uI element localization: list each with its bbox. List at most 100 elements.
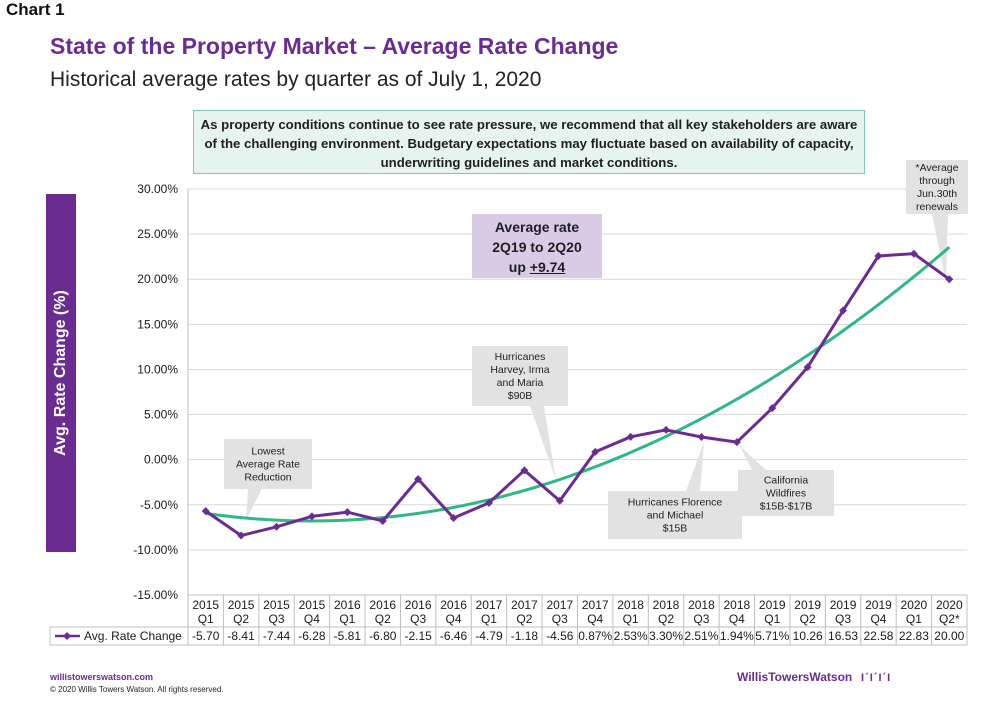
x-tick-quarter: Q1	[906, 612, 922, 626]
data-label: -6.80	[369, 629, 397, 643]
data-label: 10.26	[793, 629, 823, 643]
data-table: 2015Q1-5.702015Q2-8.412015Q3-7.442015Q4-…	[49, 594, 968, 646]
data-label: 20.00	[934, 629, 964, 643]
data-label: -5.70	[192, 629, 220, 643]
data-point	[555, 496, 564, 505]
x-tick-year: 2019	[865, 598, 892, 612]
x-tick-quarter: Q3	[269, 612, 285, 626]
avg-box-prefix: up	[508, 259, 530, 275]
data-label: 1.94%	[720, 629, 754, 643]
x-tick-quarter: Q4	[446, 612, 462, 626]
callout-pointer	[686, 442, 704, 491]
data-label: -6.46	[440, 629, 468, 643]
data-label: -4.79	[475, 629, 503, 643]
data-label: 2.51%	[684, 629, 718, 643]
x-tick-quarter: Q3	[410, 612, 426, 626]
footer-copyright: © 2020 Willis Towers Watson. All rights …	[50, 685, 224, 694]
footer-url[interactable]: willistowerswatson.com	[50, 672, 154, 682]
y-tick-label: -10.00%	[133, 543, 178, 557]
x-tick-quarter: Q2	[375, 612, 391, 626]
logo-mark-icon: I´I´I´I	[861, 672, 892, 684]
data-point	[839, 306, 848, 315]
callout-line: Reduction	[244, 472, 291, 484]
x-tick-year: 2018	[653, 598, 680, 612]
callout-line: Hurricanes	[495, 351, 546, 363]
y-tick-label: 10.00%	[137, 362, 178, 376]
x-tick-quarter: Q4	[587, 612, 603, 626]
avg-box-line1: Average rate	[494, 219, 580, 235]
data-point	[378, 517, 387, 526]
x-tick-quarter: Q3	[552, 612, 568, 626]
callout-line: Wildfires	[766, 488, 806, 500]
avg-box-line2: 2Q19 to 2Q20	[492, 239, 582, 255]
avg-box-value: +9.74	[529, 259, 566, 275]
legend-marker	[63, 632, 71, 640]
x-tick-year: 2018	[688, 598, 715, 612]
data-point	[662, 425, 671, 434]
data-point	[874, 251, 883, 260]
x-tick-year: 2015	[192, 598, 219, 612]
data-label: 2.53%	[614, 629, 648, 643]
chart-title: State of the Property Market – Average R…	[50, 33, 619, 59]
x-tick-quarter: Q2	[233, 612, 249, 626]
x-tick-year: 2019	[794, 598, 821, 612]
data-point	[626, 432, 635, 441]
data-point	[520, 466, 529, 475]
callout-line: renewals	[916, 201, 958, 213]
x-tick-quarter: Q3	[693, 612, 709, 626]
callout-box	[608, 491, 742, 539]
data-label: -2.15	[404, 629, 432, 643]
callout-line: through	[919, 175, 955, 187]
advisory-note: As property conditions continue to see r…	[193, 110, 865, 174]
callout-line: $15B	[663, 523, 688, 535]
data-point	[732, 438, 741, 447]
x-tick-year: 2017	[582, 598, 609, 612]
y-tick-label: 20.00%	[137, 272, 178, 286]
data-label: 22.83	[899, 629, 929, 643]
x-tick-quarter: Q2	[658, 612, 674, 626]
callout-line: Jun.30th	[917, 188, 957, 200]
callout-line: Lowest	[251, 446, 284, 458]
data-point	[272, 522, 281, 531]
data-label: 5.71%	[755, 629, 789, 643]
data-label: -6.28	[298, 629, 326, 643]
data-point	[768, 404, 777, 413]
x-tick-year: 2019	[759, 598, 786, 612]
legend-series-name: Avg. Rate Change	[84, 629, 182, 643]
callout-line: Average Rate	[236, 459, 300, 471]
data-label: 22.58	[863, 629, 893, 643]
callout-box	[224, 439, 312, 489]
x-tick-year: 2016	[334, 598, 361, 612]
x-tick-year: 2017	[476, 598, 503, 612]
trendline	[205, 245, 951, 523]
chart-label: Chart 1	[6, 0, 65, 19]
y-axis-label-band	[46, 194, 76, 552]
data-point	[343, 508, 352, 517]
x-tick-quarter: Q1	[198, 612, 214, 626]
callout-box	[472, 346, 568, 406]
x-tick-year: 2019	[830, 598, 857, 612]
x-tick-quarter: Q2*	[939, 612, 960, 626]
callout-line: Harvey, Irma	[490, 364, 549, 376]
y-tick-label: -5.00%	[140, 498, 178, 512]
callout-box	[738, 470, 834, 516]
callout-line: $90B	[508, 390, 533, 402]
x-tick-year: 2020	[936, 598, 963, 612]
callout-line: and Michael	[647, 510, 704, 522]
callout-line: $15B-$17B	[760, 501, 813, 513]
data-point	[909, 249, 918, 258]
x-tick-quarter: Q1	[339, 612, 355, 626]
y-tick-label: 30.00%	[137, 182, 178, 196]
y-tick-label: 5.00%	[144, 408, 178, 422]
y-tick-label: 25.00%	[137, 227, 178, 241]
x-tick-year: 2016	[440, 598, 467, 612]
data-label: -4.56	[546, 629, 574, 643]
x-tick-quarter: Q2	[516, 612, 532, 626]
data-point	[201, 507, 210, 516]
y-tick-label: 15.00%	[137, 317, 178, 331]
avg-box-line3: up +9.74	[472, 257, 602, 277]
data-point	[307, 512, 316, 521]
